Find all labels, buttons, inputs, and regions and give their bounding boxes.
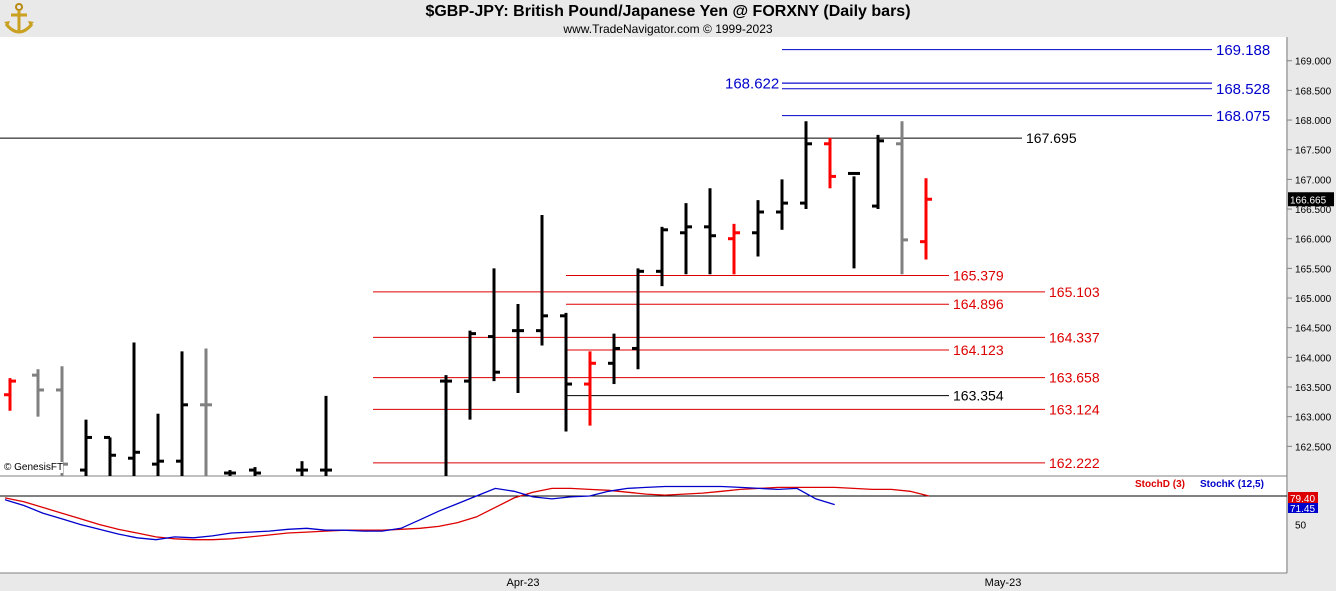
ohlc-bar — [608, 333, 620, 385]
level-label: 163.354 — [953, 388, 1004, 404]
level-label: 168.528 — [1216, 81, 1270, 98]
ohlc-bar — [680, 203, 692, 275]
price-tick-label: 162.500 — [1295, 442, 1332, 453]
level-label: 164.896 — [953, 296, 1004, 312]
ohlc-bar — [104, 435, 116, 476]
ohlc-bar — [848, 171, 860, 269]
stochD-value-marker — [1288, 492, 1318, 504]
ohlc-bar — [249, 467, 261, 476]
price-tick-label: 163.000 — [1295, 413, 1332, 424]
ohlc-bar — [872, 134, 884, 210]
ohlc-bar — [560, 312, 572, 432]
chart-title: $GBP-JPY: British Pound/Japanese Yen @ F… — [425, 3, 911, 20]
ohlc-bar — [920, 178, 932, 260]
stoch-tick-label: 50 — [1295, 521, 1307, 532]
level-label: 165.379 — [953, 268, 1004, 284]
ohlc-bar — [224, 470, 236, 476]
level-label: 168.622 — [725, 76, 779, 93]
ohlc-bar — [4, 378, 16, 411]
ohlc-bar — [704, 188, 716, 275]
stochK-value-marker — [1288, 503, 1318, 513]
price-axis-band — [1286, 37, 1336, 573]
stoch-legend-label: StochD (3) — [1135, 479, 1185, 490]
last-price-marker — [1288, 192, 1334, 207]
ohlc-bar — [656, 226, 668, 287]
stoch-legend-label: StochK (12,5) — [1200, 479, 1264, 490]
price-tick-label: 169.000 — [1295, 57, 1332, 68]
ohlc-bar — [512, 303, 524, 393]
stochD-value-label: 79.40 — [1290, 494, 1315, 505]
level-label: 164.123 — [953, 342, 1004, 358]
date-tick-label: Apr-23 — [506, 577, 539, 589]
price-tick-label: 167.500 — [1295, 146, 1332, 157]
ohlc-bar — [632, 268, 644, 370]
ohlc-bar — [32, 369, 44, 417]
ohlc-bar — [200, 348, 212, 476]
ohlc-bar — [776, 179, 788, 230]
price-tick-label: 164.500 — [1295, 324, 1332, 335]
ohlc-bar — [536, 214, 548, 346]
level-label: 165.103 — [1049, 284, 1100, 300]
ohlc-bar — [728, 223, 740, 275]
last-price-label: 166.665 — [1290, 195, 1327, 206]
level-label: 163.124 — [1049, 401, 1100, 417]
stoch-line — [4, 486, 930, 541]
price-tick-label: 166.500 — [1295, 205, 1332, 216]
ohlc-bar — [488, 268, 500, 382]
ohlc-bar — [896, 121, 908, 275]
level-label: 162.222 — [1049, 455, 1100, 471]
anchor-logo-icon — [4, 3, 34, 34]
date-axis-band — [0, 573, 1336, 591]
price-tick-label: 165.000 — [1295, 294, 1332, 305]
price-tick-label: 167.000 — [1295, 175, 1332, 186]
price-tick-label: 163.500 — [1295, 383, 1332, 394]
level-label: 167.695 — [1026, 130, 1077, 146]
chart-subtitle: www.TradeNavigator.com © 1999-2023 — [563, 22, 773, 36]
genesis-watermark: © GenesisFT — [4, 462, 64, 473]
chart-header: $GBP-JPY: British Pound/Japanese Yen @ F… — [0, 0, 1336, 37]
ohlc-bar — [800, 121, 812, 210]
level-label: 163.658 — [1049, 370, 1100, 386]
ohlc-bar — [152, 413, 164, 476]
ohlc-bar — [824, 137, 836, 189]
ohlc-bar — [80, 419, 92, 476]
ohlc-bar — [440, 375, 452, 476]
price-tick-label: 168.000 — [1295, 116, 1332, 127]
stoch-line — [4, 485, 835, 541]
price-tick-label: 165.500 — [1295, 264, 1332, 275]
ohlc-bar — [296, 461, 308, 476]
ohlc-bar — [584, 351, 596, 426]
price-tick-label: 164.000 — [1295, 353, 1332, 364]
ohlc-bar — [176, 351, 188, 476]
level-label: 168.075 — [1216, 108, 1270, 125]
ohlc-bar — [752, 200, 764, 257]
level-label: 169.188 — [1216, 42, 1270, 59]
ohlc-bar — [128, 342, 140, 476]
stochK-value-label: 71.45 — [1290, 504, 1315, 515]
ohlc-bar — [464, 330, 476, 420]
price-tick-label: 166.000 — [1295, 235, 1332, 246]
level-label: 164.337 — [1049, 329, 1100, 345]
price-tick-label: 168.500 — [1295, 86, 1332, 97]
ohlc-bar — [320, 395, 332, 476]
date-tick-label: May-23 — [985, 577, 1022, 589]
ohlc-bar — [56, 366, 68, 476]
